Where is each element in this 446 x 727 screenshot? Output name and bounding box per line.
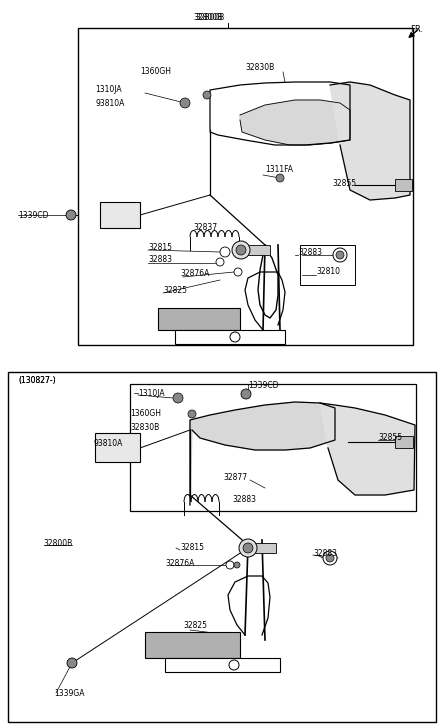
Bar bbox=[8, 372, 436, 722]
Ellipse shape bbox=[336, 251, 344, 259]
Ellipse shape bbox=[234, 268, 242, 276]
Text: 32883: 32883 bbox=[298, 247, 322, 257]
Ellipse shape bbox=[243, 543, 253, 553]
Ellipse shape bbox=[236, 245, 246, 255]
Text: 93810A: 93810A bbox=[93, 440, 122, 449]
Ellipse shape bbox=[239, 539, 257, 557]
Bar bbox=[248, 245, 270, 255]
Ellipse shape bbox=[173, 393, 183, 403]
Ellipse shape bbox=[220, 247, 230, 257]
Ellipse shape bbox=[323, 551, 337, 565]
Ellipse shape bbox=[326, 554, 334, 562]
Text: 1339GA: 1339GA bbox=[54, 688, 84, 697]
Text: 32810: 32810 bbox=[316, 268, 340, 276]
Ellipse shape bbox=[188, 410, 196, 418]
Text: 1310JA: 1310JA bbox=[95, 84, 122, 94]
Ellipse shape bbox=[226, 561, 234, 569]
Text: 1360GH: 1360GH bbox=[140, 66, 171, 76]
Text: 1311FA: 1311FA bbox=[265, 166, 293, 174]
Text: 32825: 32825 bbox=[163, 286, 187, 294]
Text: 32855: 32855 bbox=[332, 179, 356, 188]
Text: 32825: 32825 bbox=[183, 622, 207, 630]
Text: 93810A: 93810A bbox=[95, 98, 124, 108]
Bar bbox=[145, 632, 240, 658]
Ellipse shape bbox=[232, 241, 250, 259]
Text: 1339CD: 1339CD bbox=[248, 382, 278, 390]
Text: 32877: 32877 bbox=[223, 473, 247, 481]
Text: 1310JA: 1310JA bbox=[138, 388, 165, 398]
Text: 32830B: 32830B bbox=[130, 422, 159, 432]
Ellipse shape bbox=[66, 210, 76, 220]
Text: 32800B: 32800B bbox=[195, 14, 224, 23]
Bar bbox=[300, 245, 355, 285]
Polygon shape bbox=[190, 402, 335, 505]
Text: 32837: 32837 bbox=[193, 223, 217, 233]
Bar bbox=[395, 436, 413, 448]
Ellipse shape bbox=[216, 258, 224, 266]
Ellipse shape bbox=[276, 174, 284, 182]
Bar bbox=[255, 543, 276, 553]
Bar bbox=[78, 28, 413, 345]
Text: 32883: 32883 bbox=[313, 548, 337, 558]
Text: (130827-): (130827-) bbox=[18, 377, 56, 385]
Ellipse shape bbox=[241, 389, 251, 399]
Polygon shape bbox=[240, 100, 350, 145]
Bar bbox=[100, 202, 140, 228]
Ellipse shape bbox=[229, 660, 239, 670]
Text: 32876A: 32876A bbox=[165, 558, 194, 568]
Ellipse shape bbox=[180, 98, 190, 108]
Ellipse shape bbox=[333, 248, 347, 262]
Bar bbox=[158, 308, 240, 330]
Text: 1339CD: 1339CD bbox=[18, 211, 49, 220]
Polygon shape bbox=[330, 82, 410, 200]
Bar bbox=[165, 658, 280, 672]
Bar bbox=[175, 330, 285, 344]
Text: 32883: 32883 bbox=[232, 494, 256, 504]
Bar bbox=[395, 179, 412, 191]
Text: 32830B: 32830B bbox=[245, 63, 274, 71]
Text: FR.: FR. bbox=[410, 25, 423, 34]
Text: 32815: 32815 bbox=[148, 243, 172, 252]
Text: 32876A: 32876A bbox=[180, 268, 209, 278]
Ellipse shape bbox=[203, 91, 211, 99]
Polygon shape bbox=[320, 403, 415, 495]
Text: 32855: 32855 bbox=[378, 433, 402, 443]
Text: 32815: 32815 bbox=[180, 544, 204, 553]
Bar bbox=[130, 384, 416, 511]
Text: 32883: 32883 bbox=[148, 255, 172, 265]
Text: 32800B: 32800B bbox=[43, 539, 72, 547]
Text: 32800B: 32800B bbox=[193, 12, 222, 22]
Ellipse shape bbox=[67, 658, 77, 668]
Text: 1360GH: 1360GH bbox=[130, 409, 161, 417]
Text: (130827-): (130827-) bbox=[18, 377, 56, 385]
Bar bbox=[95, 433, 140, 462]
Ellipse shape bbox=[234, 562, 240, 568]
Ellipse shape bbox=[230, 332, 240, 342]
